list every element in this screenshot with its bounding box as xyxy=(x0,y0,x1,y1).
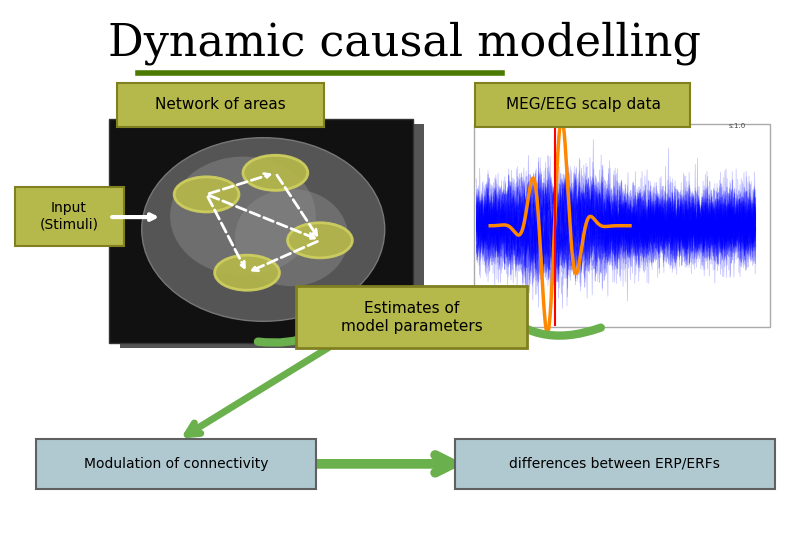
Ellipse shape xyxy=(170,157,316,275)
Text: Dynamic causal modelling: Dynamic causal modelling xyxy=(109,22,701,65)
Ellipse shape xyxy=(235,189,348,286)
Ellipse shape xyxy=(142,138,385,321)
FancyBboxPatch shape xyxy=(474,124,770,327)
Text: -134.47 -1: -134.47 -1 xyxy=(477,319,514,325)
FancyBboxPatch shape xyxy=(455,439,775,489)
FancyBboxPatch shape xyxy=(296,286,526,348)
Text: Input
(Stimuli): Input (Stimuli) xyxy=(40,201,98,232)
Ellipse shape xyxy=(215,255,279,291)
Text: 100.27 fT: 100.27 fT xyxy=(477,123,511,129)
FancyBboxPatch shape xyxy=(475,83,690,127)
Text: Modulation of connectivity: Modulation of connectivity xyxy=(84,457,269,471)
FancyBboxPatch shape xyxy=(120,124,424,348)
Text: differences between ERP/ERFs: differences between ERP/ERFs xyxy=(509,457,720,471)
Ellipse shape xyxy=(174,177,239,212)
Text: Estimates of
model parameters: Estimates of model parameters xyxy=(341,301,483,334)
FancyBboxPatch shape xyxy=(36,439,316,489)
Ellipse shape xyxy=(243,155,308,190)
FancyBboxPatch shape xyxy=(117,83,324,127)
Text: s:1.0: s:1.0 xyxy=(729,123,746,129)
Ellipse shape xyxy=(288,222,352,258)
Text: MEG/EEG scalp data: MEG/EEG scalp data xyxy=(505,97,661,112)
FancyBboxPatch shape xyxy=(15,187,124,246)
FancyBboxPatch shape xyxy=(109,119,413,343)
Text: Network of areas: Network of areas xyxy=(155,97,286,112)
